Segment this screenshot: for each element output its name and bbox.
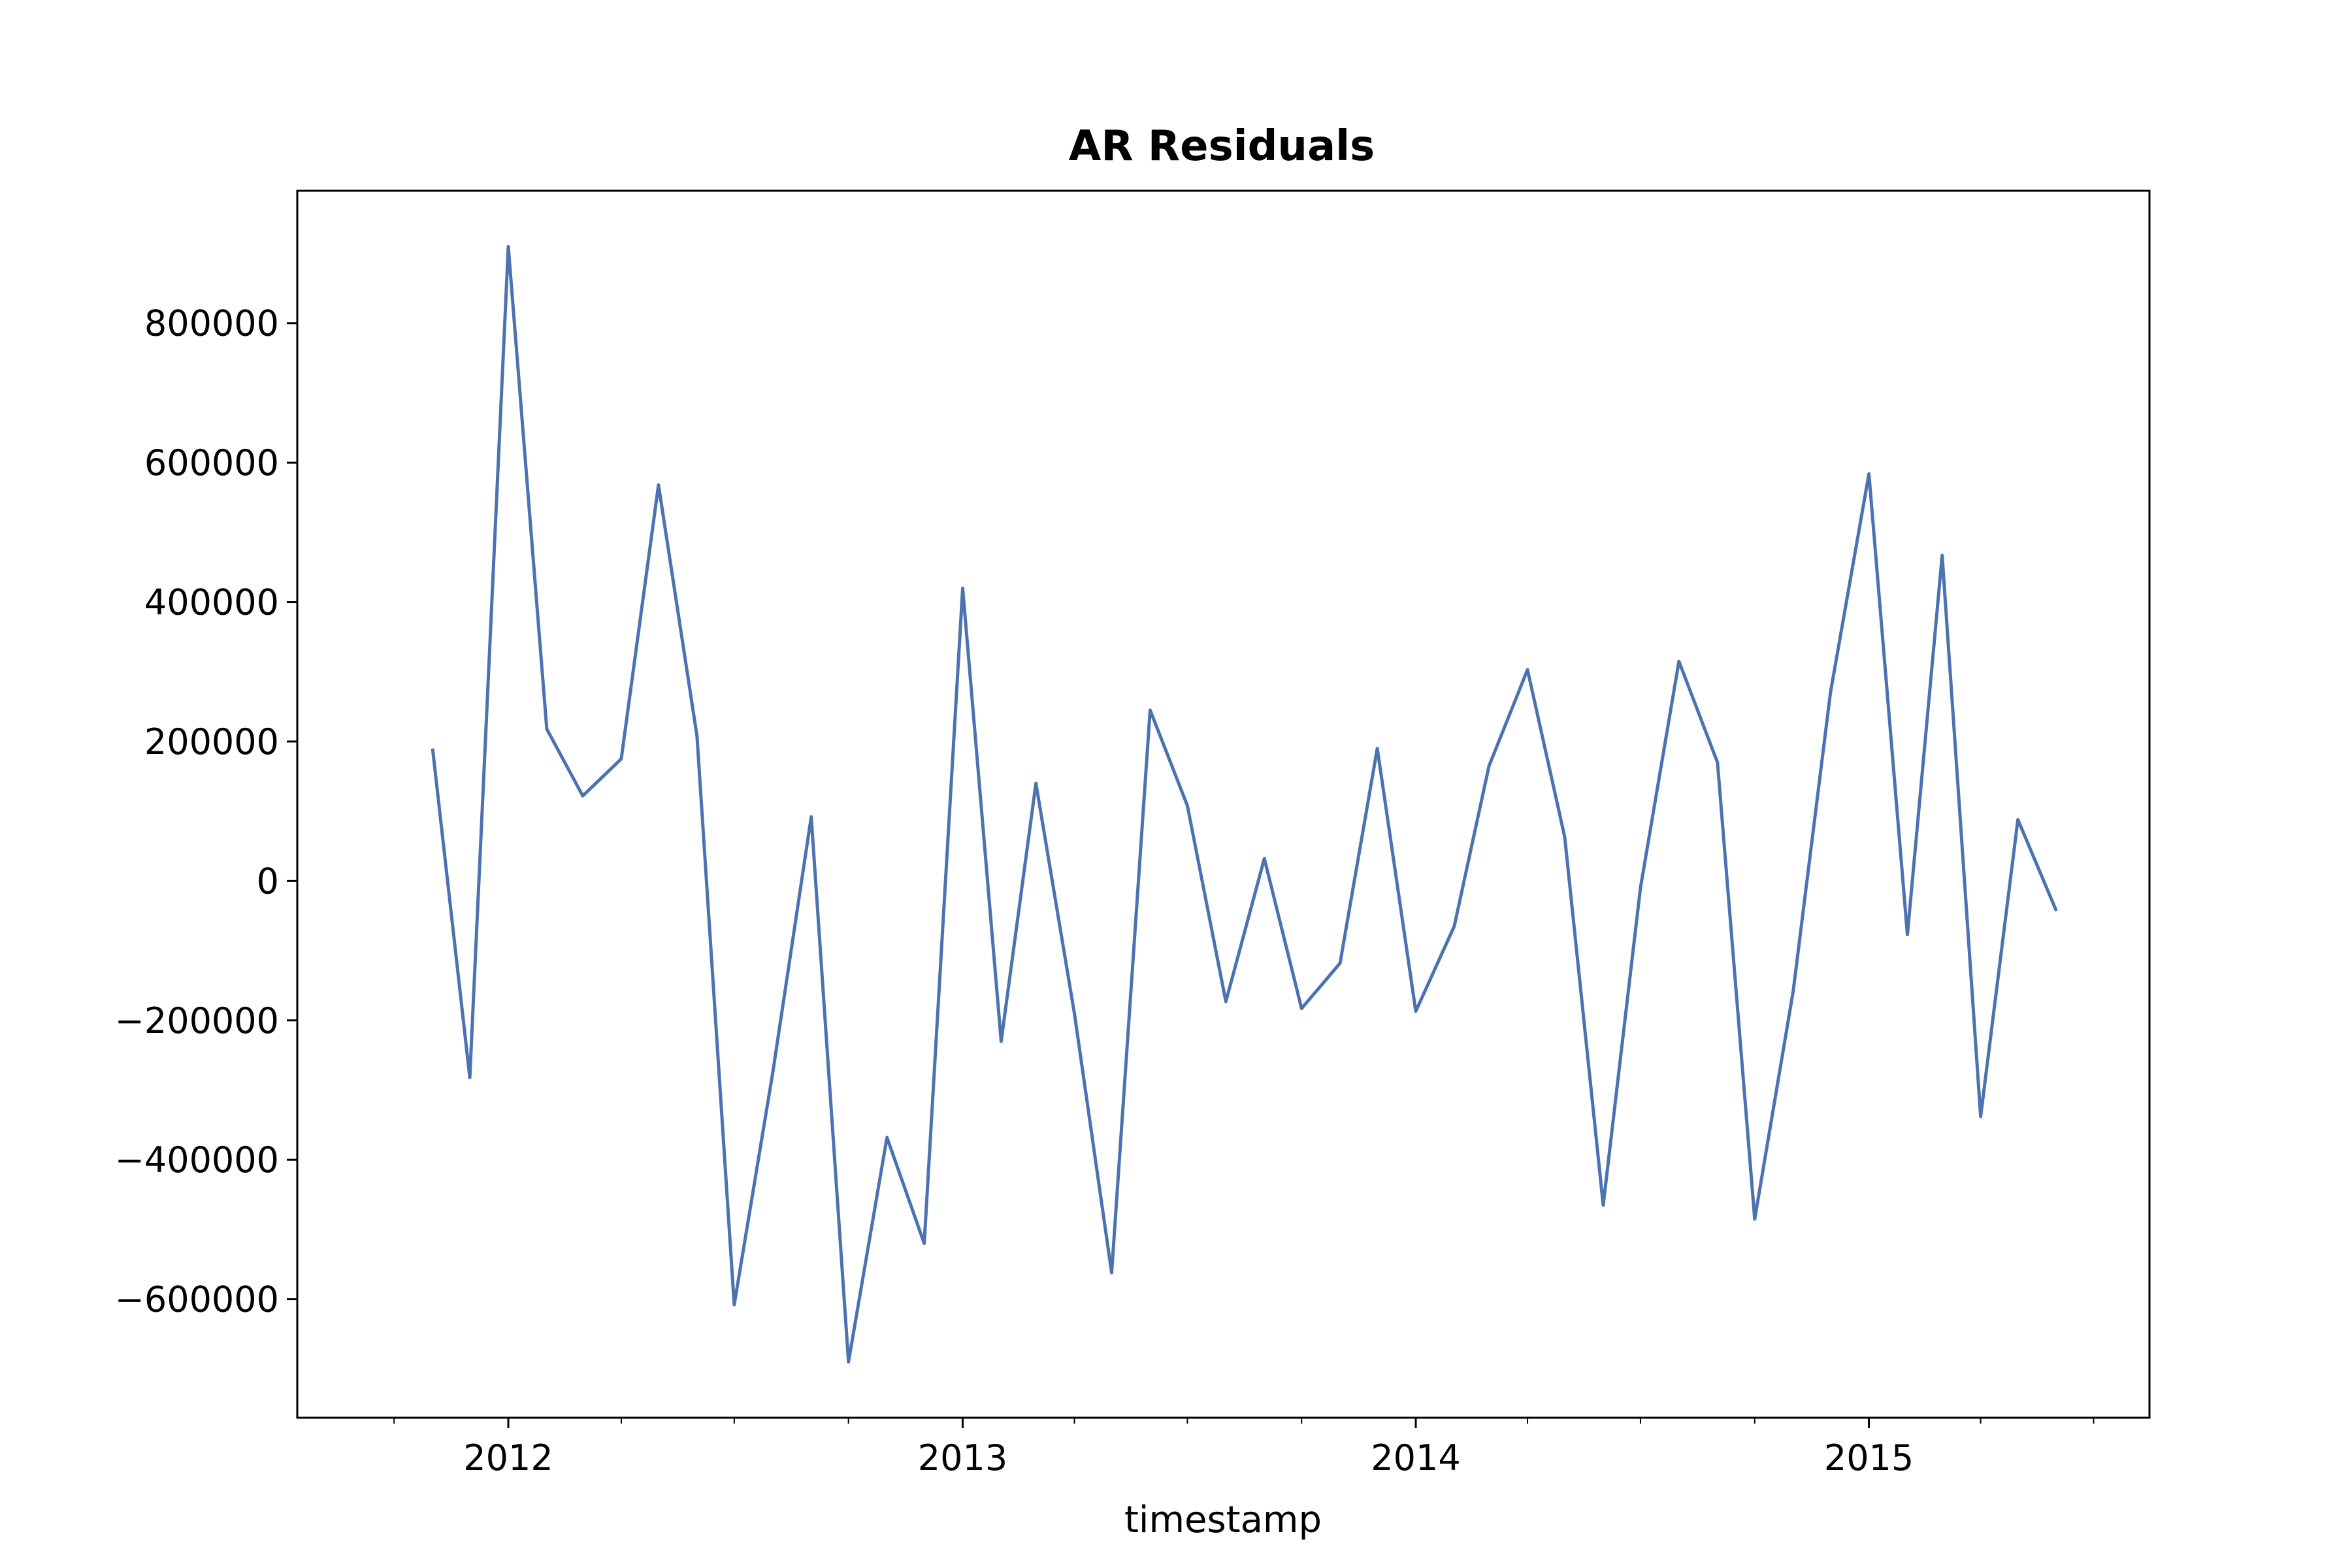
x-tick-label: 2015 (1824, 1437, 1914, 1478)
series-layer (431, 244, 2058, 1364)
x-tick-label: 2012 (463, 1437, 553, 1478)
series-line-0 (431, 244, 2058, 1364)
x-axis: 2012 2013 2014 2015 (393, 1418, 2095, 1478)
y-tick-label: −200000 (115, 1000, 279, 1041)
y-tick-label: 600000 (144, 442, 279, 483)
y-tick-label: −400000 (115, 1139, 279, 1181)
x-tick-label: 2014 (1371, 1437, 1460, 1478)
chart-title: AR Residuals (1069, 122, 1375, 171)
x-tick-label: 2013 (918, 1437, 1007, 1478)
y-tick-label: 200000 (144, 721, 279, 762)
y-tick-label: −600000 (115, 1279, 279, 1320)
y-tick-label: 0 (257, 860, 279, 902)
y-tick-label: 400000 (144, 582, 279, 623)
x-axis-label: timestamp (1124, 1499, 1322, 1541)
y-axis: 800000 600000 400000 200000 0 −200000 −400000 −… (115, 303, 297, 1320)
y-tick-label: 800000 (144, 303, 279, 344)
plot-area-frame (296, 189, 2151, 1419)
